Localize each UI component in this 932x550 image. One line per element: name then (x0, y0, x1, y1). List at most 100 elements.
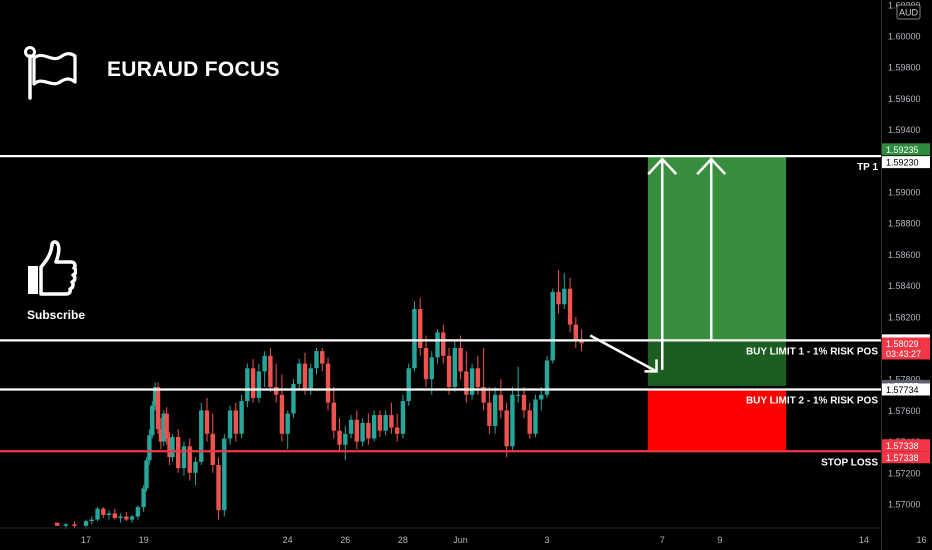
up-arrow-head (647, 157, 678, 175)
candle-body (337, 430, 342, 445)
candle-body (112, 513, 118, 519)
candle-body (567, 288, 573, 325)
candle (556, 270, 561, 314)
y-tick-label: 1.57800 (888, 375, 921, 385)
y-tick-label: 1.59800 (888, 63, 921, 73)
candle-body (204, 410, 210, 434)
price-tag: 1.57338 (882, 451, 930, 464)
candle-body (181, 446, 187, 469)
candle-body (579, 340, 584, 344)
candle-body (279, 394, 285, 434)
candle (452, 340, 457, 392)
candle (167, 432, 172, 465)
candle-body (504, 410, 509, 447)
price-tag-value: 1.58029 (886, 339, 919, 349)
candle-body (446, 355, 452, 387)
down-arrow-head (644, 359, 658, 373)
candle-body (167, 438, 172, 458)
candle-body (325, 363, 331, 403)
candle (504, 402, 509, 458)
price-axis[interactable]: 1.602001.600001.598001.596001.594001.590… (881, 0, 921, 550)
candle-body (429, 357, 434, 380)
candle (383, 410, 388, 436)
y-tick-label: 1.58600 (888, 250, 921, 260)
candle (112, 508, 118, 520)
candle (129, 514, 135, 523)
thumbs-up-icon[interactable] (25, 240, 77, 298)
x-tick-label: 7 (660, 535, 665, 545)
candle (227, 405, 233, 445)
candle (262, 351, 267, 387)
candle (377, 410, 383, 437)
candle (297, 358, 302, 389)
candle-body (144, 460, 149, 489)
price-tag-box (882, 439, 930, 452)
candle-body (158, 429, 164, 442)
candles (54, 270, 584, 529)
candle (510, 387, 515, 453)
candle-body (152, 387, 158, 406)
subscribe-label[interactable]: Subscribe (27, 308, 86, 322)
candle (245, 363, 250, 408)
candle-body (129, 516, 135, 520)
price-tag: 1.57338 (882, 439, 930, 452)
loss-zone (647, 389, 787, 452)
price-tag: 1.59230 (882, 156, 930, 169)
candle (475, 355, 481, 395)
candle (394, 413, 400, 442)
x-tick-label: 26 (340, 535, 350, 545)
x-tick-label: 28 (398, 535, 408, 545)
level-lines[interactable]: TP 1 BUY LIMIT 1 - 1% RISK POS BUY LIMIT 2… (0, 155, 881, 468)
candle-body (216, 465, 221, 511)
time-axis[interactable]: 17 19 24 26 28 Jun 3 7 9 14 16 (0, 527, 927, 545)
candle (291, 379, 296, 419)
candle-body (291, 383, 296, 414)
candle (95, 507, 100, 522)
candle (302, 352, 308, 395)
candle (164, 407, 169, 445)
candle (106, 510, 112, 520)
candle (124, 511, 129, 522)
candle (72, 521, 77, 528)
candle (141, 485, 146, 512)
candle (273, 363, 279, 403)
candle-body (343, 433, 348, 445)
price-tag: 1.57734 (882, 383, 930, 396)
candle (210, 413, 215, 473)
candle (250, 358, 256, 403)
candle-body (250, 368, 256, 398)
candle (458, 335, 463, 380)
candle (144, 457, 149, 492)
candle-body (510, 394, 515, 447)
candle-body (533, 399, 538, 434)
candle (446, 348, 452, 395)
candle (429, 351, 434, 395)
candle-body (544, 360, 550, 395)
price-tag-value: 1.57734 (886, 385, 919, 395)
candle (343, 426, 348, 461)
candle (233, 402, 239, 442)
candle (314, 348, 319, 375)
candle-body (527, 410, 532, 434)
y-tick-label: 1.58400 (888, 281, 921, 291)
candle (155, 382, 161, 434)
candle (181, 441, 187, 476)
level-label: BUY LIMIT 2 - 1% RISK POS (746, 395, 878, 406)
candle (366, 413, 371, 445)
candle (539, 387, 544, 411)
candle (204, 397, 210, 442)
candle-body (418, 309, 423, 348)
candle-body (155, 387, 161, 430)
candle (239, 394, 244, 439)
y-tick-label: 1.59000 (888, 188, 921, 198)
candle (498, 379, 504, 419)
currency-badge: AUD (896, 4, 921, 20)
price-tag-box (882, 337, 930, 360)
candle-body (199, 410, 204, 462)
candle-body (371, 415, 377, 439)
candle-body (118, 516, 123, 519)
candle-body (377, 415, 383, 431)
candle (492, 387, 498, 434)
candle (54, 522, 60, 526)
